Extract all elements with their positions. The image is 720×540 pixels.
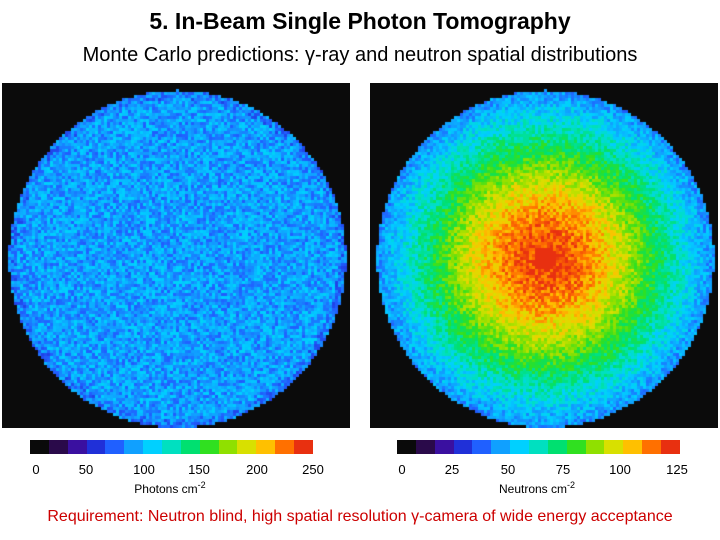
neutron-unit-label: Neutrons cm-2	[499, 480, 575, 496]
neutron-tick-3: 75	[555, 462, 571, 477]
colorbar-swatch	[275, 440, 295, 454]
gamma-tick-1: 50	[78, 462, 94, 477]
gamma-unit-exponent: -2	[197, 480, 206, 490]
gamma-ray-distribution-map	[2, 83, 350, 428]
colorbar-swatch	[180, 440, 200, 454]
gamma-tick-3: 150	[188, 462, 210, 477]
colorbar-swatch	[453, 440, 473, 454]
colorbar-swatch	[510, 440, 530, 454]
neutron-tick-0: 0	[398, 462, 406, 477]
gamma-tick-5: 250	[302, 462, 324, 477]
colorbar-swatch	[237, 440, 257, 454]
colorbar-swatch	[294, 440, 313, 454]
colorbar-swatch	[30, 440, 49, 454]
colorbar-swatch	[491, 440, 511, 454]
neutron-unit-text: Neutrons cm	[498, 482, 568, 496]
colorbar-swatch	[604, 440, 624, 454]
colorbar-swatch	[661, 440, 680, 454]
colorbar-swatch	[199, 440, 219, 454]
neutron-distribution-map	[370, 83, 718, 428]
gamma-unit-label: Photons cm-2	[134, 480, 205, 496]
neutron-tick-1: 25	[444, 462, 460, 477]
colorbar-swatch	[86, 440, 106, 454]
colorbar-swatch	[585, 440, 605, 454]
colorbar-swatch	[256, 440, 276, 454]
colorbar-swatch	[472, 440, 492, 454]
colorbar-swatch	[623, 440, 643, 454]
gamma-tick-4: 200	[246, 462, 268, 477]
colorbar-swatch	[415, 440, 435, 454]
colorbar-swatch	[529, 440, 548, 454]
colorbar-swatch	[566, 440, 586, 454]
neutron-tick-2: 50	[500, 462, 516, 477]
neutron-heatmap-canvas	[370, 83, 718, 428]
colorbar-swatch	[48, 440, 68, 454]
colorbar-swatch	[67, 440, 87, 454]
neutron-tick-5: 125	[666, 462, 688, 477]
colorbar-swatch	[143, 440, 163, 454]
neutron-unit-exponent: -2	[567, 480, 576, 490]
gamma-unit-text: Photons cm	[134, 482, 198, 496]
colorbar-swatch	[162, 440, 181, 454]
colorbar-swatch	[642, 440, 662, 454]
colorbar-swatch	[218, 440, 238, 454]
neutron-tick-4: 100	[609, 462, 631, 477]
slide-title: 5. In-Beam Single Photon Tomography	[149, 8, 571, 34]
colorbar-swatch	[397, 440, 416, 454]
slide-subtitle: Monte Carlo predictions: γ-ray and neutr…	[82, 44, 638, 66]
gamma-colorbar	[30, 440, 313, 454]
requirement-statement: Requirement: Neutron blind, high spatial…	[47, 508, 673, 525]
gamma-tick-2: 100	[133, 462, 155, 477]
gamma-tick-0: 0	[32, 462, 40, 477]
gamma-heatmap-canvas	[2, 83, 350, 428]
colorbar-swatch	[124, 440, 144, 454]
colorbar-swatch	[105, 440, 125, 454]
colorbar-swatch	[434, 440, 454, 454]
colorbar-swatch	[547, 440, 567, 454]
neutron-colorbar	[397, 440, 680, 454]
